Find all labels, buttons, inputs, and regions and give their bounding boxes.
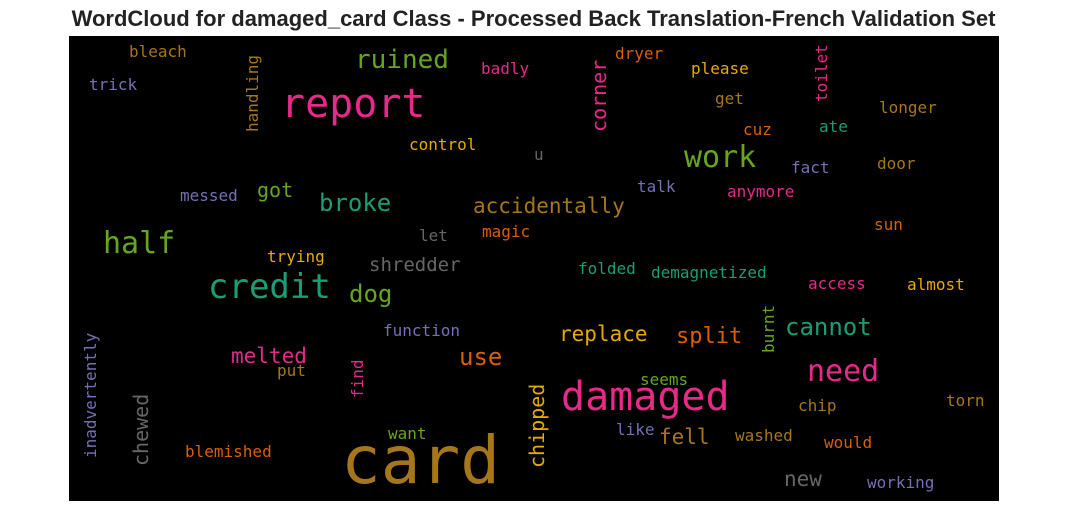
word-corner: corner xyxy=(589,60,609,132)
word-function: function xyxy=(383,323,460,339)
word-seems: seems xyxy=(640,372,688,388)
word-working: working xyxy=(867,475,934,491)
word-cloud-canvas: card damaged report credit half need work ruine… xyxy=(69,36,999,501)
word-cuz: cuz xyxy=(743,122,772,138)
word-handling: handling xyxy=(245,55,261,132)
word-need: need xyxy=(807,357,879,387)
word-chipped: chipped xyxy=(527,384,547,468)
word-toilet: toilet xyxy=(814,44,830,102)
word-want: want xyxy=(388,426,427,442)
word-chewed: chewed xyxy=(131,394,151,466)
word-trying: trying xyxy=(267,249,325,265)
word-credit: credit xyxy=(208,270,331,304)
word-inadvertently: inadvertently xyxy=(83,333,99,458)
word-put: put xyxy=(277,363,306,379)
word-chip: chip xyxy=(798,398,837,414)
word-longer: longer xyxy=(879,100,937,116)
word-badly: badly xyxy=(481,61,529,77)
word-use: use xyxy=(459,345,502,369)
word-door: door xyxy=(877,156,916,172)
word-talk: talk xyxy=(637,179,676,195)
word-u: u xyxy=(534,147,544,163)
word-burnt: burnt xyxy=(761,305,777,353)
word-like: like xyxy=(616,422,655,438)
chart-title: WordCloud for damaged_card Class - Proce… xyxy=(0,6,1067,32)
word-washed: washed xyxy=(735,428,793,444)
word-half: half xyxy=(103,229,175,259)
word-messed: messed xyxy=(180,188,238,204)
word-accidentally: accidentally xyxy=(473,196,625,217)
word-got: got xyxy=(257,180,293,200)
word-bleach: bleach xyxy=(129,44,187,60)
word-find: find xyxy=(350,359,366,398)
word-broke: broke xyxy=(319,191,391,215)
word-ate: ate xyxy=(819,119,848,135)
word-dryer: dryer xyxy=(615,46,663,62)
word-almost: almost xyxy=(907,277,965,293)
word-shredder: shredder xyxy=(369,256,461,275)
word-dog: dog xyxy=(349,282,392,306)
word-folded: folded xyxy=(578,261,636,277)
word-get: get xyxy=(715,91,744,107)
word-blemished: blemished xyxy=(185,444,272,460)
word-ruined: ruined xyxy=(355,47,449,73)
word-anymore: anymore xyxy=(727,184,794,200)
word-fact: fact xyxy=(791,160,830,176)
word-access: access xyxy=(808,276,866,292)
word-replace: replace xyxy=(559,324,648,345)
word-torn: torn xyxy=(946,393,985,409)
word-report: report xyxy=(281,84,426,124)
word-trick: trick xyxy=(89,77,137,93)
word-would: would xyxy=(824,435,872,451)
word-sun: sun xyxy=(874,217,903,233)
word-magic: magic xyxy=(482,224,530,240)
word-let: let xyxy=(419,228,448,244)
word-work: work xyxy=(684,143,756,173)
word-control: control xyxy=(409,137,476,153)
word-cannot: cannot xyxy=(785,315,872,339)
word-please: please xyxy=(691,61,749,77)
word-demagnetized: demagnetized xyxy=(651,265,767,281)
word-fell: fell xyxy=(659,427,710,448)
word-split: split xyxy=(676,326,742,348)
word-new: new xyxy=(784,469,822,490)
